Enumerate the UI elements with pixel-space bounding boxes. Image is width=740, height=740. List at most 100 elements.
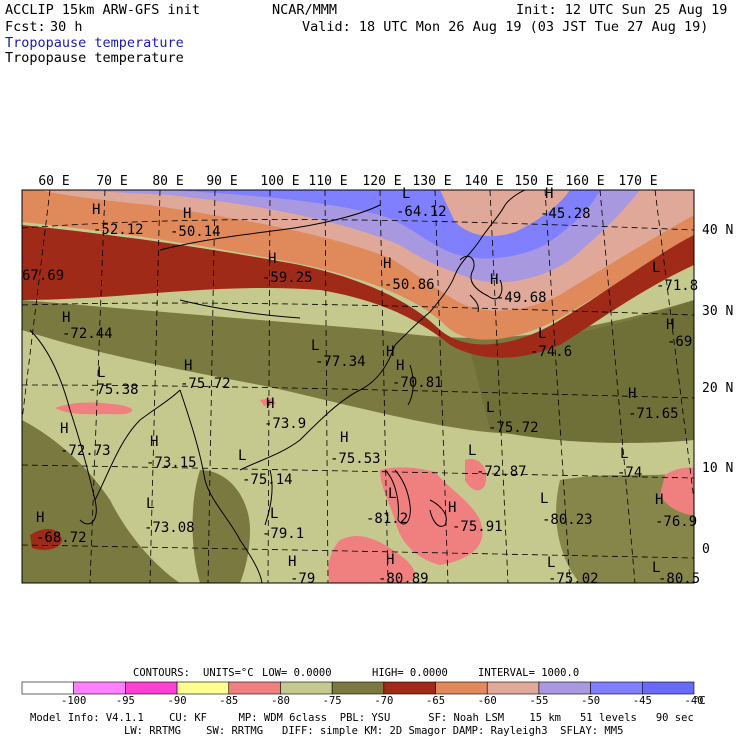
hi-lo-marker: H [92,202,100,218]
latitude-label: 0 [702,542,710,557]
colorbar-tick: -40 [685,695,704,707]
colorbar-swatch [73,681,126,695]
extremum-value: -73.15 [146,455,197,471]
hi-lo-marker: L [652,260,660,276]
forecast-hour: 30 h [50,19,83,35]
colorbar-swatch [176,681,230,695]
longitude-label: 110 E [308,174,347,189]
colorbar-tick: -100 [61,695,86,707]
org-label: NCAR/MMM [272,2,338,18]
contours-units: UNITS=°C [203,667,254,679]
hi-lo-marker: L [486,400,494,416]
hi-lo-marker: H [288,554,296,570]
longitude-label: 70 E [96,174,127,189]
colorbar-swatch [125,681,178,695]
hi-lo-marker: L [388,486,396,502]
hi-lo-marker: H [545,186,553,202]
extremum-value: -59.25 [262,270,313,286]
colorbar: -100 -95 -90 -85 -80 -75 -70 -65 -60 -55 -50 -45 -40… [21,681,706,707]
hi-lo-marker: H [150,434,158,450]
colorbar-swatch [435,681,488,695]
hi-lo-marker: H [266,396,274,412]
hi-lo-marker: H [628,386,636,402]
latitude-label: 40 N [702,223,733,238]
colorbar-tick: -65 [426,695,445,707]
colorbar-tick: -70 [374,695,393,707]
hi-lo-marker: H [386,344,394,360]
colorbar-tick: -95 [116,695,135,707]
coastlines [29,190,526,583]
footer-physics: LW: RRTMG SW: RRTMG DIFF: simple KM: 2D … [124,725,624,737]
hi-lo-marker: L [311,338,319,354]
longitude-label: 100 E [260,174,299,189]
colorbar-tick: -85 [219,695,238,707]
colorbar-unit: °C [693,695,706,707]
hi-lo-marker: L [652,560,660,576]
hi-lo-marker: L [538,326,546,342]
hi-lo-marker: L [468,443,476,459]
extremum-value: -68.72 [36,530,87,546]
extremum-value: -80.89 [378,571,429,587]
extremum-value: -72.73 [60,443,111,459]
latitude-labels: 40 N 30 N 20 N 10 N 0 [702,223,733,557]
hi-lo-marker: H [386,552,394,568]
longitude-label: 150 E [514,174,553,189]
extremum-value: 67.69 [22,268,64,284]
extremum-value: -72.44 [62,326,113,342]
hi-lo-marker: H [62,310,70,326]
hi-lo-marker: L [620,446,628,462]
colorbar-tick: -90 [168,695,187,707]
extremum-value: -75.91 [452,519,503,535]
extremum-value: -74 [617,465,642,481]
hi-lo-marker: H [490,272,498,288]
colorbar-tick: -75 [323,695,342,707]
longitude-labels: 60 E 70 E 80 E 90 E 100 E 110 E 120 E 130 E 140 … [38,174,657,189]
longitude-label: 90 E [206,174,237,189]
hi-lo-marker: H [184,358,192,374]
hi-lo-marker: L [146,496,154,512]
hi-lo-marker: L [547,555,555,571]
longitude-label: 160 E [565,174,604,189]
field-title-contour: Tropopause temperature [5,50,184,66]
colorbar-swatch [538,681,591,695]
colorbar-tick: -55 [529,695,548,707]
colorbar-swatch [331,681,385,695]
extremum-value: -75.72 [180,376,231,392]
extremum-value: -75.02 [548,571,599,587]
extremum-value: -81.2 [366,511,408,527]
extremum-value: -71.65 [628,406,679,422]
hi-lo-marker: H [383,256,391,272]
contours-low: LOW= 0.0000 [262,667,332,679]
hi-lo-marker: H [666,317,674,333]
hi-lo-marker: H [340,430,348,446]
footer-model-info: Model Info: V4.1.1 CU: KF MP: WDM 6class… [30,712,694,724]
extremum-value: -77.34 [315,354,366,370]
valid-time: Valid: 18 UTC Mon 26 Aug 19 (03 JST Tue … [302,19,709,35]
extremum-value: -70.81 [392,375,443,391]
longitude-label: 130 E [412,174,451,189]
colorbar-swatch [280,681,333,695]
colorbar-swatch [642,681,695,695]
longitude-label: 80 E [152,174,183,189]
extremum-value: -75.72 [488,420,539,436]
hi-lo-marker: H [60,421,68,437]
longitude-label: 140 E [464,174,503,189]
extremum-value: -79 [290,571,315,587]
hi-lo-marker: L [97,365,105,381]
extremum-value: -49.68 [496,290,547,306]
extremum-value: -79.1 [262,526,304,542]
extremum-value: -73.08 [144,520,195,536]
extremum-value: -72.87 [476,464,527,480]
colorbar-tick: -45 [633,695,652,707]
hi-lo-annotations: H -52.12 H -50.14 L -64.12 H -45.28 67.69 H -59.25… [22,186,700,587]
longitude-label: 60 E [38,174,69,189]
hi-lo-marker: H [183,206,191,222]
longitude-label: 120 E [362,174,401,189]
graticule [22,190,694,583]
contours-interval: INTERVAL= 1000.0 [478,667,579,679]
extremum-value: -74.6 [530,344,572,360]
extremum-value: -69 [667,334,692,350]
model-title: ACCLIP 15km ARW-GFS init [5,2,201,18]
hi-lo-marker: H [655,492,663,508]
